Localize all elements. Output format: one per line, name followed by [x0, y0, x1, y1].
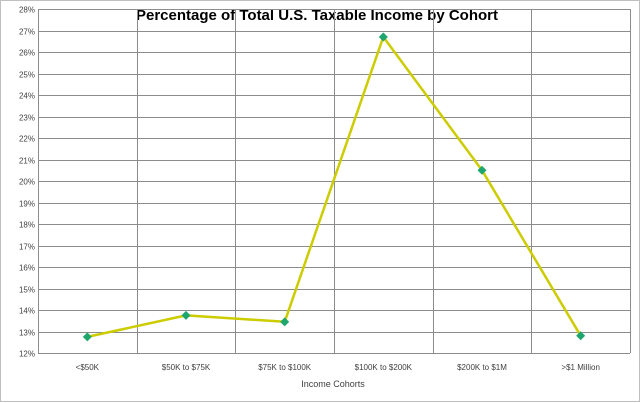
y-tick-label: 12% [19, 350, 35, 359]
y-tick-label: 20% [19, 178, 35, 187]
x-tick-label: $75K to $100K [258, 363, 312, 372]
data-point [477, 165, 487, 175]
data-point [378, 32, 388, 42]
y-tick-label: 15% [19, 286, 35, 295]
y-tick-label: 19% [19, 200, 35, 209]
y-tick-label: 16% [19, 264, 35, 273]
y-tick-label: 28% [19, 6, 35, 15]
y-tick-label: 25% [19, 71, 35, 80]
y-tick-label: 21% [19, 157, 35, 166]
y-tick-label: 22% [19, 135, 35, 144]
x-tick-label: <$50K [76, 363, 100, 372]
x-axis-label: Income Cohorts [301, 379, 365, 389]
y-tick-label: 27% [19, 28, 35, 37]
y-tick-label: 14% [19, 307, 35, 316]
x-tick-label: >$1 Million [561, 363, 599, 372]
y-tick-label: 13% [19, 329, 35, 338]
y-tick-label: 18% [19, 221, 35, 230]
data-point [280, 317, 290, 327]
series-line [87, 35, 582, 339]
y-tick-label: 23% [19, 114, 35, 123]
series-layer [82, 32, 586, 342]
y-tick-label: 24% [19, 92, 35, 101]
data-point [82, 332, 92, 342]
y-tick-label: 26% [19, 49, 35, 58]
x-tick-label: $200K to $1M [457, 363, 507, 372]
data-point [181, 310, 191, 320]
x-axis-ticks: <$50K $50K to $75K $75K to $100K $100K to $… [76, 363, 600, 372]
x-tick-label: $50K to $75K [162, 363, 211, 372]
y-axis-ticks: 12% 13% 14% 15% 16% 17% 18% 19% 20% 21% 22% 23% 24% 2… [19, 6, 35, 359]
chart-title: Percentage of Total U.S. Taxable Income … [136, 7, 498, 24]
y-tick-label: 17% [19, 243, 35, 252]
data-point [576, 331, 586, 341]
x-tick-label: $100K to $200K [355, 363, 413, 372]
